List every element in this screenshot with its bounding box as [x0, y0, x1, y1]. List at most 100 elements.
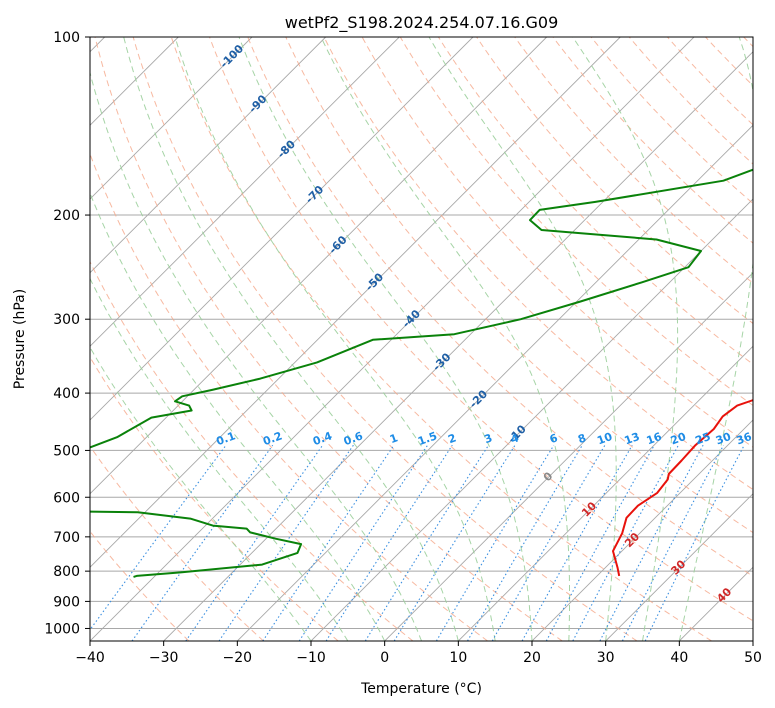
- dry-adiabat-line: [514, 37, 753, 284]
- mixing-ratio-label: 16: [645, 430, 664, 448]
- x-tick-label: −40: [75, 650, 105, 666]
- mixing-ratio-label: 1: [388, 431, 400, 446]
- mixing-ratio-label: 20: [669, 430, 688, 448]
- x-tick-label: 0: [380, 650, 389, 666]
- isotherm-line: [90, 37, 474, 421]
- x-tick-label: −30: [149, 650, 179, 666]
- moist-adiabat-line: [90, 191, 386, 641]
- mixing-ratio-label: 8: [576, 431, 588, 446]
- dry-adiabat-line: [323, 37, 753, 491]
- y-tick-label: 600: [53, 490, 80, 506]
- mixing-ratio-label: 0.2: [261, 429, 284, 448]
- mixing-ratio-label: 36: [735, 430, 754, 448]
- plot-frame: [89, 36, 754, 642]
- temperature-profile: [612, 399, 753, 577]
- mixing-ratio-label: 1.5: [416, 429, 439, 448]
- isotherm-line: [90, 37, 400, 347]
- chart-title: wetPf2_S198.2024.254.07.16.G09: [285, 13, 559, 33]
- mixing-ratio-label: 4: [509, 431, 521, 446]
- y-tick-label: 800: [53, 564, 80, 580]
- y-tick-label: 300: [53, 312, 80, 328]
- mixing-ratio-lines: [90, 444, 745, 641]
- isotherm-line: [457, 345, 753, 641]
- y-axis-title: Pressure (hPa): [12, 289, 28, 389]
- mixing-ratio-line: [262, 444, 395, 641]
- mixing-ratio-label: 3: [482, 431, 494, 446]
- dry-adiabat-line: [476, 37, 753, 325]
- x-tick-label: 50: [744, 650, 762, 666]
- y-tick-label: 200: [53, 208, 80, 224]
- moist-adiabat-line: [320, 37, 571, 641]
- dry-adiabat-line: [170, 37, 712, 641]
- mixing-ratio-line: [467, 444, 583, 641]
- isotherm-line: [90, 37, 621, 568]
- y-tick-label: 1000: [44, 621, 80, 637]
- isotherm-line: [531, 419, 753, 641]
- x-tick-label: 20: [523, 650, 541, 666]
- x-tick-label: 30: [597, 650, 615, 666]
- mixing-ratio-label: 0.4: [311, 429, 334, 448]
- mixing-ratio-label: 13: [623, 430, 642, 447]
- mixing-ratio-label: 10: [595, 430, 614, 448]
- mixing-ratio-line: [298, 444, 429, 641]
- mixing-ratio-label: 6: [548, 431, 560, 446]
- dry-adiabat-line: [361, 37, 753, 448]
- y-tick-label: 400: [53, 386, 80, 402]
- x-tick-label: 10: [449, 650, 467, 666]
- dry-adiabat-line: [94, 37, 563, 641]
- isotherm-line: [605, 493, 753, 641]
- mixing-ratio-label: 2: [446, 431, 458, 446]
- isotherm-line: [236, 124, 753, 641]
- mixing-ratio-line: [491, 444, 606, 641]
- y-axis: 100 200 300 400 500 600 700 800 900 1000: [44, 30, 90, 637]
- mixing-ratio-line: [90, 444, 227, 631]
- profile-series: [90, 168, 753, 578]
- mixing-ratio-label: 25: [693, 430, 712, 447]
- y-tick-label: 700: [53, 530, 80, 546]
- mixing-ratio-line: [325, 444, 453, 641]
- x-axis-title: Temperature (°C): [360, 681, 482, 697]
- moist-adiabat-line: [428, 37, 617, 641]
- dewpoint-profile: [90, 168, 753, 578]
- dry-adiabat-line: [590, 37, 753, 205]
- isotherm-line: [163, 51, 753, 641]
- dry-adiabat-line: [132, 37, 638, 641]
- x-tick-label: 40: [670, 650, 688, 666]
- dry-adiabat-line: [90, 260, 414, 641]
- isotherm-line: [90, 37, 548, 495]
- y-tick-label: 500: [53, 443, 80, 459]
- dry-adiabat-line: [247, 37, 753, 577]
- moist-adiabats: [90, 37, 753, 641]
- moist-adiabat-line: [678, 37, 753, 641]
- mixing-ratio-line: [599, 444, 704, 641]
- moist-adiabat-line: [123, 37, 459, 641]
- y-tick-label: 900: [53, 594, 80, 610]
- mixing-ratio-label: 0.1: [214, 429, 237, 448]
- moist-adiabat-line: [174, 37, 496, 641]
- moist-adiabat-line: [90, 70, 422, 641]
- mixing-ratio-label: 0.6: [342, 429, 365, 448]
- mixing-ratio-line: [572, 444, 679, 641]
- dry-adiabat-line: [90, 445, 264, 641]
- mixing-ratio-line: [621, 444, 724, 641]
- mixing-ratio-line: [131, 444, 274, 641]
- moist-adiabat-line: [90, 346, 312, 641]
- mixing-ratio-line: [545, 444, 655, 641]
- isotherm-gridlines: [90, 37, 753, 641]
- dry-adiabat-line: [399, 37, 753, 407]
- moist-adiabat-line: [90, 277, 349, 641]
- isotherm-line: [384, 272, 753, 641]
- y-tick-label: 100: [53, 30, 80, 46]
- isotherm-line: [90, 37, 253, 200]
- dry-adiabats: [90, 37, 753, 641]
- moist-adiabat-line: [572, 37, 679, 641]
- x-tick-label: −20: [223, 650, 253, 666]
- mixing-ratio-line: [644, 444, 745, 641]
- plot-area: -100-90-80-70-60-50-40-30-20-10010203040…: [90, 37, 754, 641]
- dry-adiabat-line: [628, 37, 753, 165]
- mixing-ratio-line: [364, 444, 489, 641]
- x-tick-label: −10: [296, 650, 326, 666]
- isotherm-line: [90, 37, 327, 274]
